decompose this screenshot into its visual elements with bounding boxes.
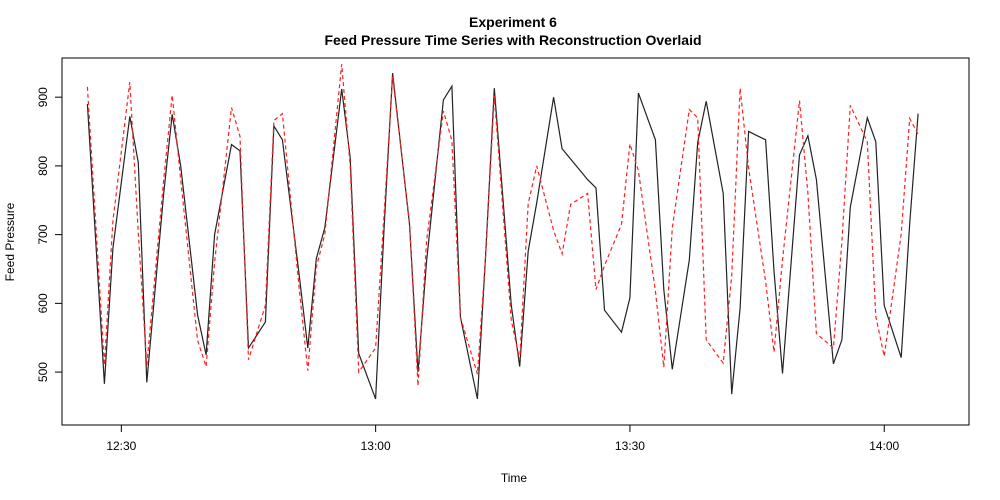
plot-frame — [61, 57, 970, 426]
reconstruction-series-line — [86, 64, 919, 386]
x-axis-label: Time — [501, 471, 528, 485]
x-tick-label: 12:30 — [106, 439, 136, 453]
y-tick-label: 500 — [36, 362, 50, 382]
x-tick-label: 13:30 — [615, 439, 645, 453]
y-tick-label: 600 — [36, 293, 50, 313]
feed-pressure-series-line — [86, 73, 919, 400]
chart-title: Experiment 6 — [469, 14, 557, 30]
x-axis: 12:30 13:00 13:30 14:00 — [106, 424, 900, 453]
y-tick-label: 900 — [36, 87, 50, 107]
y-tick-label: 700 — [36, 224, 50, 244]
y-axis-label: Feed Pressure — [3, 202, 17, 281]
chart-subtitle: Feed Pressure Time Series with Reconstru… — [324, 32, 701, 48]
y-axis: 500 600 700 800 900 — [36, 87, 63, 382]
x-tick-label: 14:00 — [869, 439, 899, 453]
x-tick-label: 13:00 — [361, 439, 391, 453]
series-layer — [86, 64, 919, 400]
y-tick-label: 800 — [36, 156, 50, 176]
